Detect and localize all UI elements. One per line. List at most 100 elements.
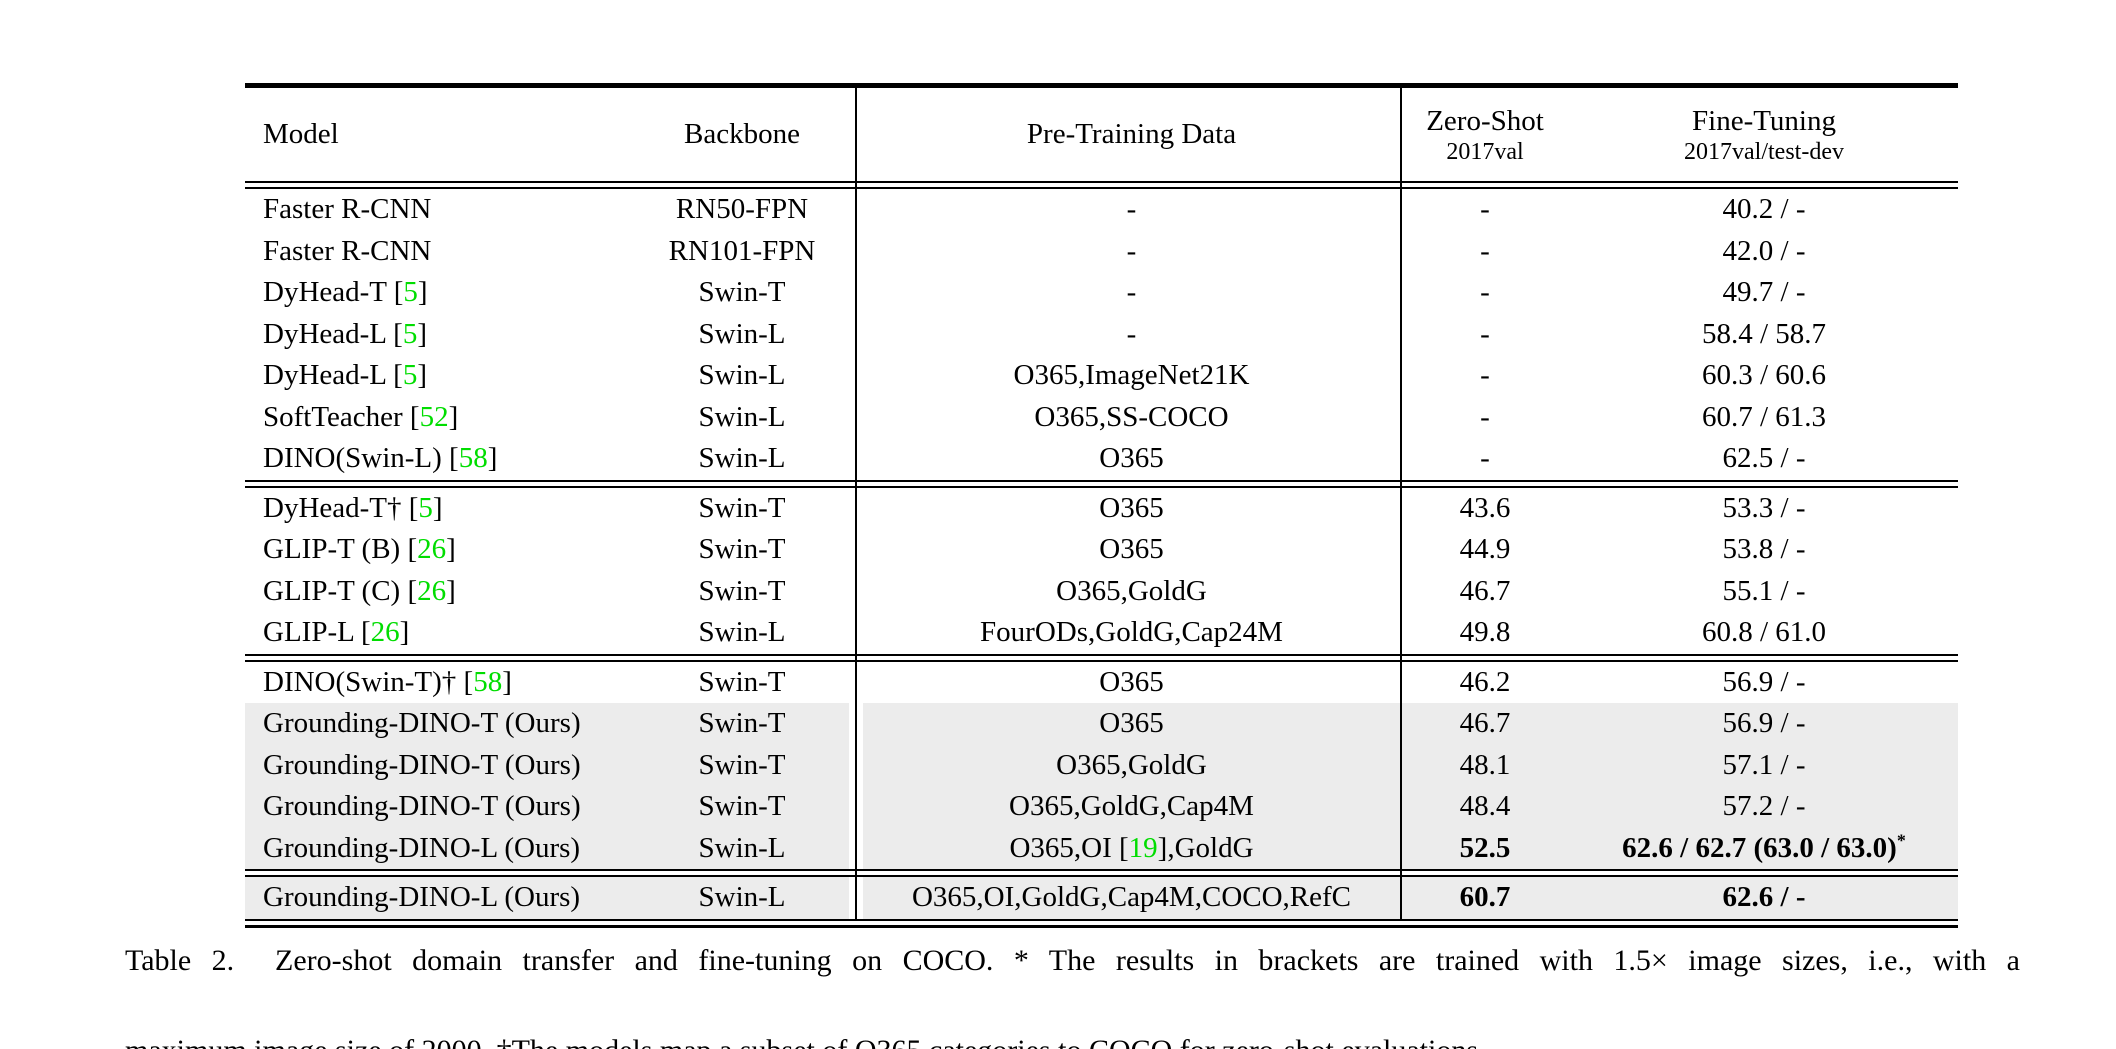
- pretrain-cell: O365,OI [19],GoldG: [863, 827, 1400, 869]
- model-name: Grounding-DINO-L (Ours): [263, 881, 581, 913]
- zeroshot-value: 48.4: [1400, 786, 1570, 828]
- column-divider-backbone-pretrain: [855, 88, 857, 921]
- model-name: GLIP-T (C) [: [263, 574, 418, 607]
- finetune-cell: 60.8 / 61.0: [1570, 612, 1958, 654]
- model-cell: DyHead-T [5]: [245, 272, 635, 314]
- backbone-cell: Swin-T: [698, 533, 786, 565]
- finetune-cell: 62.6 / 62.7 (63.0 / 63.0)*: [1570, 827, 1958, 869]
- table-row: GLIP-T (B) [26] Swin-T O365 44.9 53.8 / …: [245, 529, 1958, 571]
- model-name-suffix: ]: [446, 533, 456, 565]
- row-group-grounding-dino: DINO(Swin-T)† [58] Swin-T O365 46.2 56.9…: [245, 662, 1958, 869]
- backbone-cell: Swin-T: [635, 786, 849, 828]
- model-name-suffix: ]: [417, 317, 428, 350]
- table-header-row: Model Backbone Pre-Training Data Zero-Sh…: [245, 88, 1958, 181]
- row-group-zeroshot-baselines: DyHead-T† [5] Swin-T O365 43.6 53.3 / - …: [245, 488, 1958, 654]
- pretrain-cell: O365: [863, 703, 1400, 745]
- backbone-cell: Swin-L: [698, 442, 786, 474]
- column-divider-pretrain-zeroshot: [1400, 88, 1402, 921]
- group-separator-rule: [245, 653, 1958, 662]
- header-finetune-title: Fine-Tuning: [1692, 104, 1836, 137]
- pretrain-data: O365: [1099, 707, 1164, 739]
- model-name: DINO(Swin-L) [: [263, 442, 459, 474]
- model-name: GLIP-T (B) [: [263, 533, 418, 565]
- pretrain-cell: O365: [863, 529, 1400, 571]
- pretrain-cell: FourODs,GoldG,Cap24M: [863, 612, 1400, 654]
- model-cell: Grounding-DINO-L (Ours): [245, 827, 635, 869]
- finetune-cell: 56.9 / -: [1570, 703, 1958, 745]
- model-cell: DINO(Swin-T)† [58]: [245, 662, 635, 704]
- model-name-suffix: ]: [417, 359, 428, 391]
- backbone-cell: Swin-T: [635, 703, 849, 745]
- finetune-value: 62.6 / -: [1722, 881, 1806, 913]
- model-cell: GLIP-L [26]: [245, 612, 635, 654]
- finetune-value: 60.7 / 61.3: [1701, 400, 1827, 433]
- zeroshot-value: 46.7: [1459, 574, 1511, 607]
- citation-number: 26: [417, 533, 447, 565]
- zeroshot-value: -: [1480, 400, 1490, 433]
- backbone-cell: Swin-L: [635, 877, 849, 919]
- finetune-cell: 62.5 / -: [1570, 438, 1958, 480]
- model-cell: Grounding-DINO-T (Ours): [245, 703, 635, 745]
- caption-line-2: maximum image size of 2000. †The models …: [125, 1028, 2020, 1049]
- model-name-suffix: ]: [399, 616, 410, 648]
- finetune-value: 49.7 / -: [1722, 276, 1806, 308]
- pretrain-cell: -: [863, 272, 1400, 314]
- table-row: DyHead-T [5] Swin-T - - 49.7 / -: [245, 272, 1958, 314]
- table-row: SoftTeacher [52] Swin-L O365,SS-COCO - 6…: [245, 397, 1958, 439]
- model-name: DyHead-T† [: [263, 491, 419, 524]
- model-name: Faster R-CNN: [263, 234, 432, 267]
- header-pretrain: Pre-Training Data: [1026, 118, 1237, 150]
- zeroshot-value: -: [1480, 234, 1490, 267]
- model-cell: DINO(Swin-L) [58]: [245, 438, 635, 480]
- group-separator-rule: [245, 479, 1958, 488]
- pretrain-data: O365,OI,GoldG,Cap4M,COCO,RefC: [911, 881, 1352, 913]
- model-cell: Grounding-DINO-T (Ours): [245, 744, 635, 786]
- pretrain-cell: O365,SS-COCO: [863, 397, 1400, 439]
- finetune-cell: 55.1 / -: [1570, 571, 1958, 613]
- pretrain-data: O365: [1099, 665, 1164, 698]
- pretrain-data: O365: [1099, 533, 1164, 565]
- table-row: DyHead-T† [5] Swin-T O365 43.6 53.3 / -: [245, 488, 1958, 530]
- model-name: DyHead-L [: [263, 317, 403, 350]
- zeroshot-value: 48.1: [1400, 744, 1570, 786]
- table-row: DyHead-L [5] Swin-L O365,ImageNet21K - 6…: [245, 355, 1958, 397]
- finetune-cell: 57.2 / -: [1570, 786, 1958, 828]
- pretrain-data-suffix: ],GoldG: [1157, 831, 1254, 864]
- pretrain-data: -: [1126, 276, 1137, 308]
- finetune-cell: 56.9 / -: [1570, 662, 1958, 704]
- model-name: Grounding-DINO-T (Ours): [263, 748, 581, 781]
- header-zeroshot: Zero-Shot 2017val: [1400, 88, 1570, 181]
- backbone-cell: RN50-FPN: [675, 193, 809, 225]
- pretrain-data: O365,ImageNet21K: [1013, 359, 1250, 391]
- table-top-rule: [245, 83, 1958, 88]
- model-cell: SoftTeacher [52]: [245, 397, 635, 439]
- zeroshot-value: 43.6: [1459, 491, 1511, 524]
- model-cell: DyHead-L [5]: [245, 355, 635, 397]
- zeroshot-value: -: [1480, 317, 1490, 350]
- finetune-value: 60.8 / 61.0: [1701, 616, 1827, 648]
- backbone-cell: Swin-L: [698, 616, 786, 648]
- model-name: DINO(Swin-T)† [: [263, 665, 474, 698]
- pretrain-cell: O365,ImageNet21K: [863, 355, 1400, 397]
- model-cell: GLIP-T (C) [26]: [245, 571, 635, 613]
- finetune-value: 62.5 / -: [1722, 442, 1806, 474]
- asterisk-marker: *: [1896, 829, 1906, 850]
- finetune-cell: 49.7 / -: [1570, 272, 1958, 314]
- finetune-cell: 58.4 / 58.7: [1570, 314, 1958, 356]
- finetune-value: 56.9 / -: [1722, 665, 1806, 698]
- table-row: DINO(Swin-L) [58] Swin-L O365 - 62.5 / -: [245, 438, 1958, 480]
- finetune-cell: 62.6 / -: [1570, 877, 1958, 919]
- header-model: Model: [263, 118, 339, 150]
- pretrain-cell: O365: [863, 662, 1400, 704]
- model-name-suffix: ]: [417, 276, 428, 308]
- finetune-cell: 42.0 / -: [1570, 231, 1958, 273]
- model-name: Faster R-CNN: [263, 193, 432, 225]
- pretrain-data: -: [1126, 317, 1137, 350]
- citation-number: 5: [418, 491, 433, 524]
- finetune-cell: 57.1 / -: [1570, 744, 1958, 786]
- finetune-value: 53.3 / -: [1722, 491, 1806, 524]
- zeroshot-value: -: [1480, 276, 1490, 308]
- zeroshot-value: 46.2: [1459, 665, 1511, 698]
- pretrain-data: FourODs,GoldG,Cap24M: [980, 616, 1283, 648]
- citation-number: 58: [458, 442, 488, 474]
